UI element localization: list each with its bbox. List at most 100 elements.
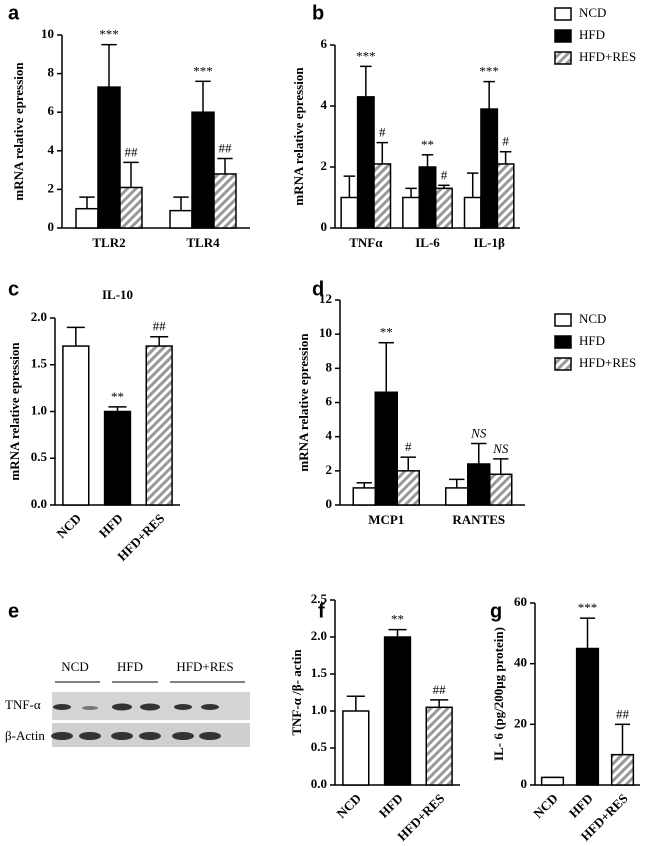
- bar: [445, 487, 469, 506]
- x-tick-label: NCD: [54, 511, 85, 542]
- x-tick-label: TLR2: [92, 235, 125, 250]
- y-axis-label: mRNA relative epression: [7, 342, 22, 481]
- significance-label: ***: [193, 63, 213, 78]
- legend-swatch: [554, 357, 572, 371]
- y-tick-label: 40: [514, 655, 527, 670]
- bar: [374, 391, 398, 506]
- bar: [425, 706, 453, 786]
- blot-group-label: HFD: [117, 659, 143, 674]
- x-tick-label: IL-6: [415, 235, 440, 250]
- y-tick-label: 2: [48, 180, 55, 195]
- y-tick-label: 6: [326, 393, 333, 408]
- x-tick-label: NCD: [334, 791, 365, 822]
- significance-label: #: [379, 125, 386, 140]
- y-tick-label: 0: [521, 776, 528, 791]
- bar: [356, 96, 375, 229]
- significance-label: ***: [356, 48, 376, 63]
- bar: [396, 470, 420, 506]
- chart-title: IL-10: [102, 287, 133, 302]
- y-axis-label: mRNA relative epression: [296, 333, 311, 472]
- y-tick-label: 6: [321, 36, 328, 51]
- legend-swatch: [554, 29, 572, 43]
- significance-label: #: [502, 134, 509, 149]
- y-tick-label: 6: [48, 103, 55, 118]
- y-tick-label: 8: [326, 359, 333, 374]
- bar: [575, 647, 600, 786]
- y-tick-label: 1.0: [31, 402, 47, 417]
- bar: [463, 196, 482, 229]
- bar: [62, 345, 90, 506]
- x-tick-label: TNFα: [349, 235, 383, 250]
- y-tick-label: 0: [326, 496, 333, 511]
- y-tick-label: 2: [321, 158, 328, 173]
- legend-label: HFD+RES: [579, 355, 636, 370]
- bar: [213, 173, 237, 229]
- bar: [145, 345, 173, 506]
- blot-bands: [51, 703, 221, 740]
- significance-label: ##: [433, 682, 447, 697]
- bar: [496, 163, 515, 229]
- y-tick-label: 20: [514, 715, 527, 730]
- x-tick-label: RANTES: [452, 512, 505, 527]
- y-tick-label: 4: [48, 142, 55, 157]
- bar: [340, 196, 359, 229]
- x-tick-label: TLR4: [186, 235, 220, 250]
- x-tick-label: HFD: [566, 791, 596, 821]
- bar: [418, 166, 437, 229]
- significance-label: ***: [479, 64, 499, 79]
- y-tick-label: 1.0: [311, 702, 327, 717]
- bar: [540, 776, 565, 786]
- bar: [610, 753, 635, 786]
- significance-label: **: [380, 325, 393, 340]
- bar: [103, 410, 132, 506]
- legend-swatch: [554, 7, 572, 21]
- legend-label: NCD: [579, 311, 606, 326]
- bar: [342, 710, 370, 786]
- legend-swatch: [554, 335, 572, 349]
- y-tick-label: 0.5: [311, 739, 328, 754]
- y-tick-label: 1.5: [311, 665, 328, 680]
- western-blot: e NCD HFD HFD+RES TNF-α β-Actin: [5, 600, 250, 747]
- significance-label: **: [391, 612, 404, 627]
- x-tick-label: HFD: [96, 511, 126, 541]
- y-tick-label: 0: [321, 219, 328, 234]
- panel-label: b: [312, 2, 324, 24]
- legend-label: NCD: [579, 5, 606, 20]
- y-axis-label: IL- 6 (pg/200μg protein): [491, 627, 506, 761]
- blot-row-label: β-Actin: [5, 728, 45, 743]
- bar: [480, 108, 499, 229]
- panel-label: f: [318, 600, 325, 622]
- bar: [191, 111, 215, 229]
- bar: [169, 209, 193, 229]
- y-tick-label: 2.0: [31, 309, 47, 324]
- significance-label: ***: [99, 27, 119, 42]
- bar: [373, 163, 392, 229]
- bar: [467, 463, 491, 506]
- significance-label: ***: [578, 600, 598, 615]
- x-tick-label: NCD: [530, 791, 561, 822]
- y-tick-label: 2.0: [311, 628, 327, 643]
- legend-label: HFD: [579, 333, 605, 348]
- y-tick-label: 60: [514, 594, 527, 609]
- bar: [434, 187, 453, 229]
- legend-label: HFD+RES: [579, 49, 636, 64]
- panel-label: d: [312, 278, 324, 300]
- bar: [352, 487, 376, 506]
- y-tick-label: 2: [326, 462, 333, 477]
- x-tick-label: IL-1β: [473, 235, 505, 250]
- significance-label: ##: [153, 319, 167, 334]
- blot-group-label: HFD+RES: [176, 659, 233, 674]
- panel-label: c: [8, 278, 19, 300]
- y-tick-label: 2.5: [311, 591, 328, 606]
- legend-swatch: [554, 51, 572, 65]
- bar: [383, 636, 412, 786]
- blot-row-label: TNF-α: [5, 697, 41, 712]
- significance-label: #: [441, 167, 448, 182]
- legend-swatch: [554, 313, 572, 327]
- bar: [402, 196, 421, 229]
- y-axis-label: mRNA relative epression: [291, 67, 306, 206]
- x-tick-label: MCP1: [368, 512, 404, 527]
- bar: [119, 186, 143, 229]
- panel-label: g: [490, 600, 502, 622]
